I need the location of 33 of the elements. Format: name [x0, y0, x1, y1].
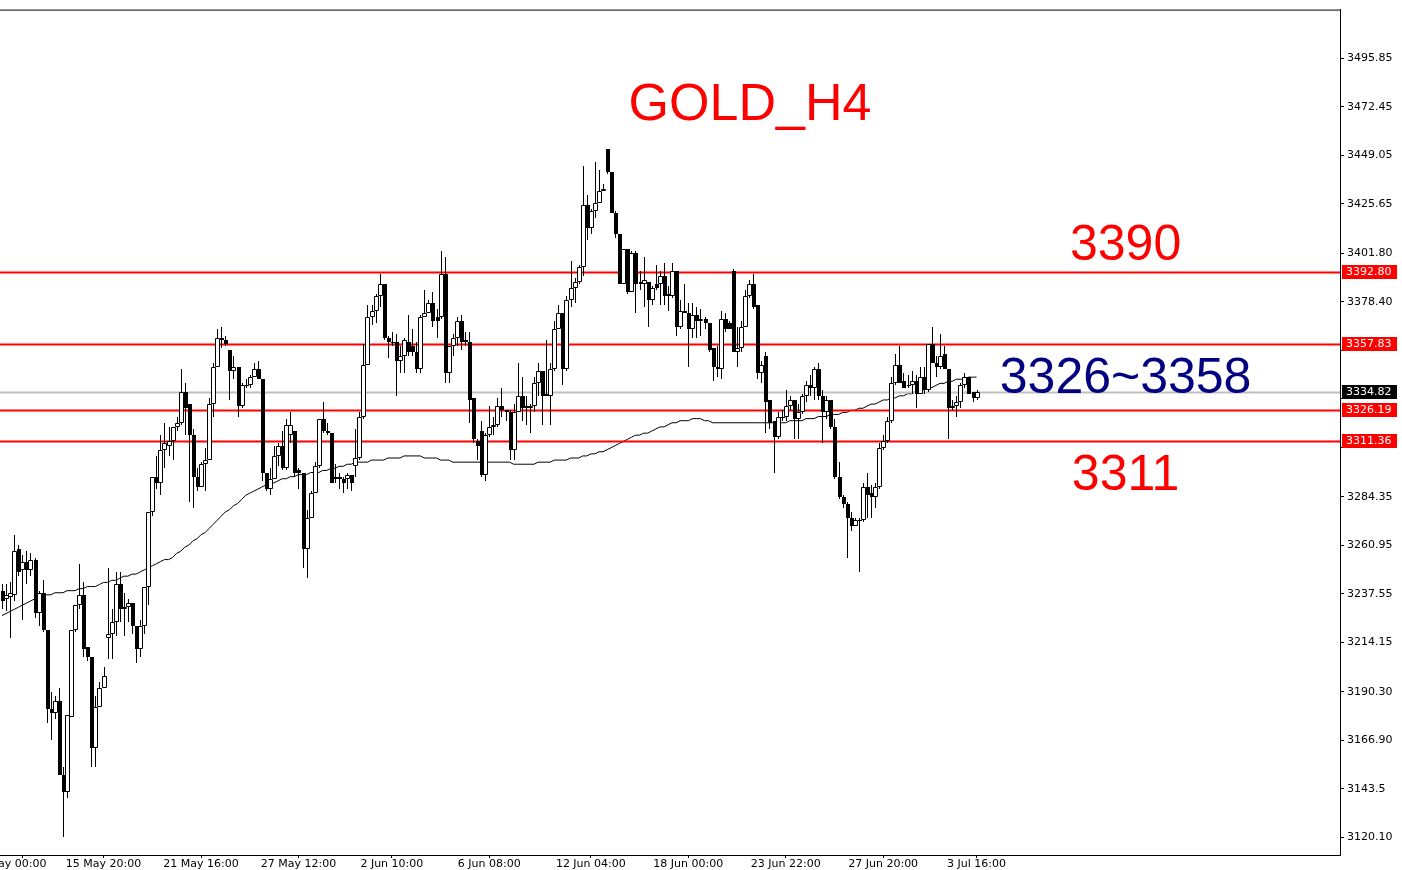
ref-line-label: 3392.80 [1346, 265, 1392, 279]
y-tick-label: 3214.15 [1347, 635, 1393, 649]
x-tick-label: 12 Jun 04:00 [555, 857, 626, 870]
x-tick-label: 23 Jun 22:00 [750, 857, 821, 870]
y-tick-label: 3166.90 [1347, 733, 1393, 747]
y-tick-label: 3190.30 [1347, 684, 1393, 698]
x-tick-label: 2 Jun 10:00 [360, 857, 424, 870]
y-tick-label: 3237.55 [1347, 586, 1393, 600]
x-tick-label: 3 Jul 16:00 [947, 857, 1007, 870]
x-tick-label: 27 Jun 20:00 [848, 857, 919, 870]
x-tick-label: 27 May 12:00 [260, 857, 337, 870]
annotation: 3326~3358 [999, 347, 1252, 404]
y-tick-label: 3378.40 [1347, 294, 1393, 308]
x-tick-label: 18 Jun 00:00 [653, 857, 724, 870]
x-tick-label: 15 May 20:00 [65, 857, 142, 870]
y-tick-label: 3495.85 [1347, 51, 1393, 65]
x-tick-label: 6 Jun 08:00 [457, 857, 521, 870]
y-tick-label: 3401.80 [1347, 246, 1393, 260]
ref-line-label: 3311.36 [1346, 434, 1392, 448]
annotation: 3390 [1069, 215, 1182, 272]
y-tick-label: 3143.5 [1347, 781, 1386, 795]
annotation: 3311 [1071, 445, 1180, 502]
y-tick-label: 3449.05 [1347, 148, 1393, 162]
text: GOLD_H4 [627, 72, 873, 132]
y-tick-label: 3284.35 [1347, 489, 1393, 503]
x-tick-label: 21 May 16:00 [163, 857, 239, 870]
ref-line-label: 3334.82 [1346, 385, 1392, 399]
y-tick-label: 3425.65 [1347, 196, 1393, 210]
y-tick-label: 3260.95 [1347, 538, 1393, 552]
y-tick-label: 3120.10 [1347, 830, 1393, 844]
ref-line-label: 3357.83 [1346, 337, 1392, 351]
ref-line-label: 3326.19 [1346, 403, 1392, 417]
y-tick-label: 3472.45 [1347, 99, 1393, 113]
